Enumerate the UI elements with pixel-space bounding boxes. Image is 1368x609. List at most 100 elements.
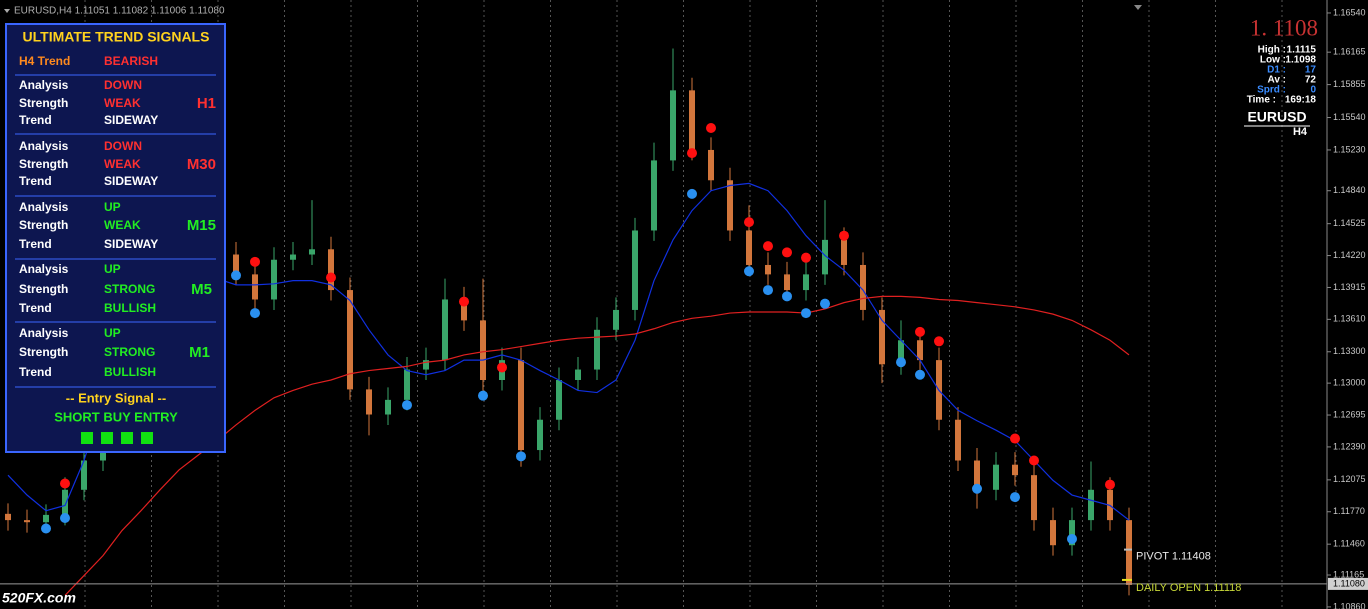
menu-arrow (4, 9, 10, 13)
candle-body (917, 340, 923, 361)
signal-dot (687, 148, 697, 159)
signal-dot (60, 478, 70, 489)
candle-body (708, 149, 714, 181)
signal-dot (497, 362, 507, 373)
candle-body (1012, 464, 1018, 476)
y-tick-label: 1.15230 (1333, 144, 1366, 154)
y-tick-label: 1.13915 (1333, 282, 1366, 292)
candle-body (746, 230, 752, 265)
row-label: Analysis (19, 262, 69, 276)
signal-dot (1105, 479, 1115, 490)
candle-body (423, 360, 429, 370)
panel-box (5, 23, 226, 453)
info-label: Time : (1247, 95, 1276, 106)
info-label: D1 : (1267, 65, 1286, 76)
candle-body (822, 239, 828, 275)
signal-dot (478, 390, 488, 401)
signal-dot (402, 400, 412, 411)
y-tick-label: 1.14840 (1333, 185, 1366, 195)
info-value: 0 (1310, 85, 1316, 96)
entry-square (141, 432, 153, 444)
panel-title: ULTIMATE TREND SIGNALS (23, 29, 210, 45)
signal-dot (1010, 433, 1020, 444)
signal-dot (839, 230, 849, 241)
candle-body (366, 389, 372, 415)
y-tick-label: 1.14220 (1333, 250, 1366, 260)
signal-dot (60, 513, 70, 524)
candle-body (347, 290, 353, 390)
moving-average (64, 295, 1130, 596)
daily-open-label: DAILY OPEN 1.11118 (1136, 582, 1241, 594)
chart-header: EURUSD,H4 1.11051 1.11082 1.11006 1.1108… (14, 6, 225, 17)
candle-body (309, 249, 315, 255)
entry-square (81, 432, 93, 444)
candle-body (404, 369, 410, 400)
signal-dot (972, 483, 982, 494)
signal-dot (326, 272, 336, 283)
h4-value: BEARISH (104, 54, 158, 68)
timeframe: M30 (187, 156, 216, 173)
candle-body (689, 90, 695, 150)
signal-panel: ULTIMATE TREND SIGNALS H4 Trend BEARISH … (5, 23, 226, 453)
candle-body (24, 520, 30, 523)
candle-body (613, 309, 619, 330)
y-tick-label: 1.15855 (1333, 79, 1366, 89)
signal-dot (744, 217, 754, 228)
candle-body (632, 230, 638, 310)
y-tick-label: 1.11460 (1333, 539, 1365, 549)
candle-body (993, 464, 999, 490)
y-tick-label: 1.10860 (1333, 601, 1366, 609)
y-tick-label: 1.12695 (1333, 409, 1366, 419)
candle-body (43, 514, 49, 523)
info-symbol: EURUSD (1247, 109, 1306, 125)
row-value: UP (104, 326, 121, 340)
info-box: 1. 1108 High : 1.1115 Low : 1.1098 D1 : … (1244, 15, 1318, 138)
row-label: Analysis (19, 78, 69, 92)
candle-body (803, 274, 809, 291)
signal-dot (231, 270, 241, 281)
candle-body (81, 460, 87, 490)
signal-dot (782, 247, 792, 258)
y-tick-label: 1.16540 (1333, 7, 1366, 17)
signal-dot (801, 308, 811, 319)
signal-dot (706, 122, 716, 133)
candle-body (290, 254, 296, 260)
row-value: WEAK (104, 96, 141, 110)
info-value: 169:18 (1285, 95, 1317, 106)
info-value: 1.1098 (1285, 55, 1316, 66)
y-tick-label: 1.14525 (1333, 218, 1366, 228)
row-value: DOWN (104, 139, 142, 153)
signal-dot (763, 241, 773, 252)
signal-dot (250, 308, 260, 319)
timeframe: M1 (189, 344, 210, 361)
candle-body (518, 360, 524, 451)
entry-square (101, 432, 113, 444)
candle-body (860, 264, 866, 310)
row-label: Trend (19, 113, 52, 127)
info-label: High : (1258, 45, 1286, 56)
signal-dot (801, 252, 811, 263)
info-value: 72 (1305, 75, 1317, 86)
entry-value: SHORT BUY ENTRY (54, 409, 178, 424)
signal-dot (1029, 455, 1039, 466)
row-value: SIDEWAY (104, 237, 158, 251)
signal-dot (687, 188, 697, 199)
y-tick-label: 1.13300 (1333, 346, 1366, 356)
candle-body (1088, 489, 1094, 521)
row-value: WEAK (104, 157, 141, 171)
timeframe: M15 (187, 217, 216, 234)
signal-dot (915, 369, 925, 380)
y-tick-label: 1.12390 (1333, 441, 1366, 451)
y-tick-label: 1.16165 (1333, 47, 1366, 57)
candle-body (1050, 520, 1056, 546)
signal-dot (1010, 492, 1020, 503)
candle-body (974, 460, 980, 490)
signal-dot (896, 357, 906, 368)
signal-dot (459, 296, 469, 307)
signal-dot (934, 336, 944, 347)
signal-dot (763, 285, 773, 296)
candle-body (898, 340, 904, 365)
row-label: Strength (19, 282, 68, 296)
